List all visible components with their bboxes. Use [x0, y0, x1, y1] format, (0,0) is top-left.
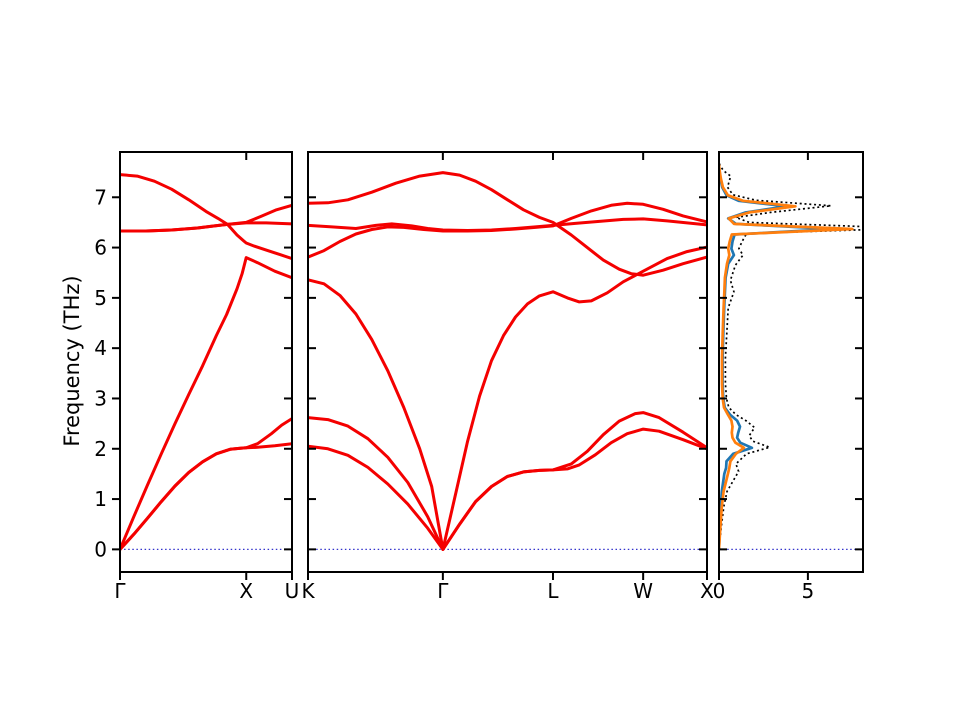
panel-frame [718, 151, 864, 573]
x-tick-label: Γ [114, 579, 126, 603]
x-tick-label: 5 [802, 579, 815, 603]
y-tick-label: 1 [94, 487, 107, 511]
x-tick-label: W [633, 579, 653, 603]
y-axis-label: Frequency (THz) [60, 275, 84, 447]
dos-curve-pdos-2 [719, 164, 854, 550]
panel-dos [718, 151, 864, 580]
y-tick-label: 3 [94, 386, 107, 410]
panel-band-middle [307, 151, 708, 580]
dos-curve-total-dos [719, 160, 863, 550]
y-tick-label: 4 [94, 336, 107, 360]
x-tick-label: K [301, 579, 315, 603]
x-tick-label: U [285, 579, 300, 603]
plot-area-band-left [120, 173, 292, 551]
plot-area-dos [719, 160, 863, 551]
x-tick-label: L [547, 579, 559, 603]
band-line-to2 [120, 203, 292, 233]
y-tick-label: 6 [94, 236, 107, 260]
band-line-ta2 [120, 417, 292, 551]
y-tick-label: 5 [94, 286, 107, 310]
panel-band-left [112, 151, 293, 580]
x-tick-label: 0 [713, 579, 726, 603]
band-line-to2 [308, 217, 707, 232]
band-line-ta2 [308, 411, 707, 551]
y-tick-label: 0 [94, 537, 107, 561]
band-line-ta1 [308, 427, 707, 551]
x-tick-label: Γ [437, 579, 449, 603]
band-line-lo [308, 171, 707, 277]
band-line-la [308, 245, 707, 551]
dos-curve-pdos-1 [719, 164, 836, 550]
band-line-lo [120, 173, 292, 261]
panel-frame [307, 151, 708, 573]
x-tick-label: X [700, 579, 714, 603]
x-tick-label: X [239, 579, 253, 603]
band-line-la [120, 256, 292, 551]
y-tick-label: 7 [94, 185, 107, 209]
plot-area-band-middle [308, 171, 707, 551]
y-tick-label: 2 [94, 437, 107, 461]
panel-frame [119, 151, 293, 573]
